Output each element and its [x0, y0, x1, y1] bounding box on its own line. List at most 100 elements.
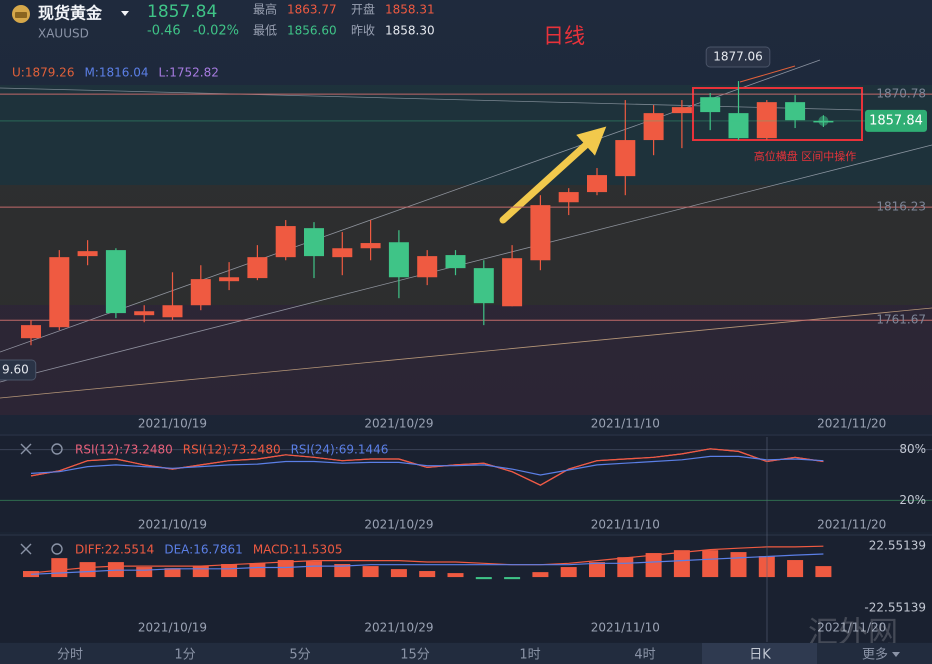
tab-selected-bg	[702, 643, 817, 664]
dropdown-arrow[interactable]	[121, 11, 129, 16]
macd-bar	[164, 568, 181, 578]
macd-bar	[504, 577, 521, 580]
stat-label: 昨收	[351, 24, 375, 38]
trend-line	[0, 307, 932, 399]
macd-bar	[306, 561, 322, 578]
legend-entry: U:1879.26	[12, 66, 74, 80]
x-tick-label: 2021/11/10	[591, 621, 660, 635]
candle-body	[162, 305, 183, 318]
macd-bar	[589, 562, 605, 578]
y-tick-label: 1870.78	[876, 87, 926, 101]
x-tick-label: 2021/11/20	[817, 417, 886, 431]
annotation: 高位横盘 区间中操作	[754, 149, 857, 163]
tab[interactable]: 15分	[400, 648, 430, 663]
x-tick-label: 2021/10/19	[138, 417, 207, 431]
x-tick-label: 2021/11/20	[817, 621, 886, 635]
macd-bar	[107, 562, 124, 578]
legend-entry: MACD:11.5305	[253, 543, 343, 557]
candle-body	[134, 311, 155, 316]
legend-entry: RSI(12):73.2480	[183, 443, 281, 457]
stat-value: 1856.60	[287, 24, 337, 38]
y-tick-label: 1761.67	[876, 313, 926, 327]
price: 1857.84	[147, 2, 217, 22]
pane-icons	[20, 443, 63, 555]
macd-bar	[362, 566, 379, 578]
rsi-pane	[0, 436, 932, 532]
candle-body	[785, 102, 806, 121]
tab-bar	[0, 643, 932, 664]
change-percent: -0.02%	[193, 24, 239, 39]
y-tick-label: 1816.23	[876, 200, 926, 214]
macd-bar	[673, 550, 690, 578]
candle-body	[502, 258, 523, 307]
tabs: 分时 1分 5分 15分 1时 4时 日K 更多	[57, 643, 900, 664]
macd-bar	[192, 566, 209, 578]
macd-bar	[334, 564, 351, 578]
macd-bar	[447, 573, 464, 578]
plots: 1761.67 1816.23 1870.78 2021/10/19 2021/10/2…	[0, 46, 932, 642]
gold-icon-bar	[15, 12, 27, 18]
tab[interactable]: 1分	[174, 648, 195, 663]
zone-middle	[0, 185, 932, 305]
candle-body	[756, 102, 777, 139]
x-tick-label: 2021/10/29	[364, 518, 433, 532]
tab[interactable]: 4时	[634, 648, 655, 663]
tab[interactable]: 分时	[57, 648, 83, 663]
candle-body	[417, 256, 438, 278]
candle-body	[700, 97, 721, 113]
candle-body	[247, 257, 268, 279]
settings-icon[interactable]	[51, 443, 63, 455]
macd-bar	[730, 552, 747, 578]
macd-bar	[617, 557, 634, 578]
indicator-line	[30, 553, 824, 575]
candle-body	[332, 248, 353, 258]
candle-body	[445, 255, 466, 269]
legend-entry: M:1816.04	[84, 66, 148, 80]
candle-body	[105, 250, 126, 314]
macd-bar	[532, 572, 549, 578]
annotation-arrow	[499, 126, 607, 224]
settings-icon[interactable]	[51, 543, 63, 555]
legend-entry: DEA:16.7861	[164, 543, 243, 557]
x-tick-label: 2021/11/10	[591, 518, 660, 532]
y-tick-label: 22.55139	[869, 539, 926, 553]
candle-body	[21, 325, 41, 339]
annotation-box	[705, 46, 771, 68]
candle-body	[728, 113, 749, 139]
tab[interactable]: 1时	[519, 648, 540, 663]
indicator-line	[30, 455, 824, 476]
stat-value: 1863.77	[287, 3, 337, 17]
close-icon[interactable]	[20, 543, 32, 555]
tab[interactable]: 5分	[289, 648, 310, 663]
macd-bar	[419, 571, 436, 578]
macd-bar	[560, 567, 577, 578]
annotation: 9.60	[2, 363, 29, 377]
tab[interactable]: 更多	[862, 647, 888, 663]
stat-value: 1858.30	[385, 24, 435, 38]
candle-body	[530, 205, 551, 261]
candle-body	[360, 243, 381, 249]
macd-bar	[79, 562, 96, 578]
candle-body	[275, 226, 296, 258]
candle-body	[304, 228, 324, 257]
macd-pane	[0, 536, 932, 642]
candle-body	[671, 107, 692, 114]
macd-bar	[249, 563, 266, 578]
last-price-label: 1857.84	[869, 113, 923, 128]
stat-value: 1858.31	[385, 3, 435, 17]
macd-bar	[51, 558, 68, 578]
close-icon[interactable]	[20, 443, 32, 455]
macd-bar	[475, 577, 492, 580]
candle-body	[190, 279, 211, 306]
trend-line	[0, 144, 932, 383]
tab-dropdown-arrow[interactable]	[892, 652, 900, 657]
legend-entry: L:1752.82	[158, 66, 218, 80]
x-tick-label: 2021/10/29	[364, 417, 433, 431]
legend-entry: RSI(24):69.1446	[291, 443, 389, 457]
x-tick-label: 2021/11/20	[817, 518, 886, 532]
tab[interactable]: 日K	[749, 648, 771, 663]
change: -0.46	[147, 24, 181, 39]
instrument-name[interactable]: 现货黄金	[38, 4, 103, 23]
